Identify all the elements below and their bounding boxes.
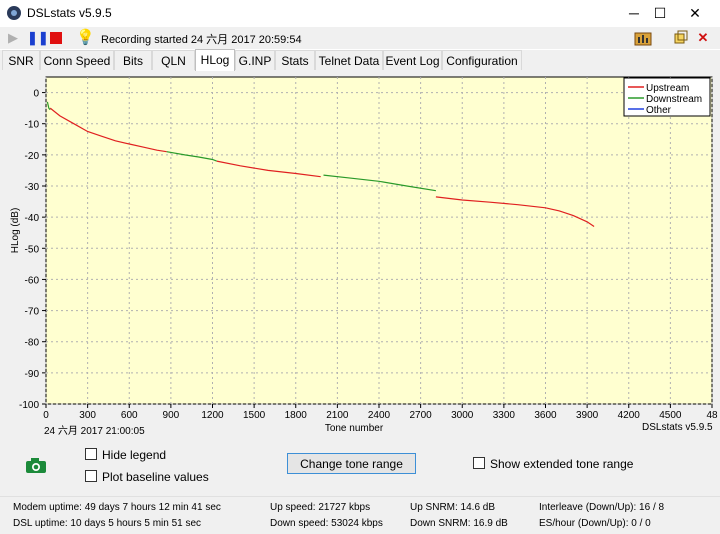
tab-hlog[interactable]: HLog (195, 49, 235, 71)
down-snrm: Down SNRM: 16.9 dB (410, 518, 508, 529)
y-tick-label: -80 (25, 338, 40, 349)
tab-telnet-data[interactable]: Telnet Data (315, 50, 383, 70)
camera-icon[interactable] (25, 457, 47, 477)
hide-legend-label: Hide legend (102, 448, 167, 462)
y-tick-label: -40 (25, 213, 40, 224)
dsl-uptime: DSL uptime: 10 days 5 hours 5 min 51 sec (13, 518, 202, 529)
x-tick-label: 48 (706, 410, 718, 421)
restore-icon[interactable] (673, 30, 689, 46)
interleave: Interleave (Down/Up): 16 / 8 (539, 502, 665, 513)
x-tick-label: 3000 (451, 410, 474, 421)
hide-legend-box[interactable] (85, 448, 97, 460)
y-tick-label: -70 (25, 307, 40, 318)
play-icon[interactable]: ▶ (8, 30, 18, 45)
hlog-chart: 0 -10 -20 -30 -40 -50 -60 -70 -80 -90 -100 0 300 600 9… (0, 71, 720, 441)
tab-ginp[interactable]: G.INP (235, 50, 275, 70)
x-tick-label: 900 (163, 410, 180, 421)
x-axis-label: Tone number (325, 423, 384, 434)
chart-svg: 0 -10 -20 -30 -40 -50 -60 -70 -80 -90 -100 0 300 600 9… (10, 76, 718, 434)
y-tick-label: -30 (25, 182, 40, 193)
pause-icon[interactable]: ❚❚ (27, 30, 49, 45)
help-bulb-icon[interactable]: 💡 (76, 29, 95, 46)
plot-area (45, 76, 713, 405)
series-line-downstream (216, 160, 321, 178)
show-extended-checkbox[interactable]: Show extended tone range (473, 457, 633, 471)
recording-status: Recording started 24 六月 2017 20:59:54 (101, 34, 302, 46)
close-button[interactable]: ✕ (689, 5, 701, 21)
es-hour: ES/hour (Down/Up): 0 / 0 (539, 518, 651, 529)
hlog-panel: 0 -10 -20 -30 -40 -50 -60 -70 -80 -90 -100 0 300 600 9… (0, 71, 720, 496)
tab-qln[interactable]: QLN (152, 50, 195, 70)
series-line-downstream (435, 196, 595, 227)
x-tick-label: 4200 (618, 410, 641, 421)
down-speed: Down speed: 53024 kbps (270, 518, 383, 529)
show-extended-label: Show extended tone range (490, 457, 634, 471)
x-tick-label: 4500 (659, 410, 682, 421)
x-tick-label: 300 (79, 410, 96, 421)
y-tick-label: 0 (33, 89, 39, 100)
charts-icon[interactable] (634, 30, 654, 46)
plot-baseline-box[interactable] (85, 470, 97, 482)
series-line-upstream (46, 101, 51, 111)
series-line-downstream (49, 107, 167, 153)
plot-baseline-label: Plot baseline values (102, 470, 209, 484)
x-tick-label: 1800 (285, 410, 308, 421)
y-tick-label: -90 (25, 369, 40, 380)
tab-conn-speed[interactable]: Conn Speed (40, 50, 114, 70)
y-tick-label: -50 (25, 244, 40, 255)
tab-configuration[interactable]: Configuration (442, 50, 522, 70)
series-line-upstream (166, 151, 217, 162)
plot-baseline-checkbox[interactable]: Plot baseline values (85, 470, 209, 484)
maximize-button[interactable]: ☐ (653, 5, 667, 21)
title-bar: DSLstats v5.9.5 ─ ☐ ✕ (0, 0, 720, 27)
legend-entry: Other (646, 105, 672, 116)
up-snrm: Up SNRM: 14.6 dB (410, 502, 496, 513)
tab-snr[interactable]: SNR (2, 50, 40, 70)
exit-icon[interactable]: ✕ (697, 30, 709, 45)
y-tick-label: -20 (25, 151, 40, 162)
window-title: DSLstats v5.9.5 (27, 6, 112, 20)
chart-timestamp: 24 六月 2017 21:00:05 (44, 426, 145, 437)
hide-legend-checkbox[interactable]: Hide legend (85, 448, 166, 462)
app-icon (7, 6, 21, 20)
tab-event-log[interactable]: Event Log (383, 50, 442, 70)
x-tick-label: 1200 (201, 410, 224, 421)
change-tone-range-button[interactable]: Change tone range (287, 453, 416, 474)
x-tick-label: 2700 (410, 410, 433, 421)
x-tick-label: 2400 (368, 410, 391, 421)
tab-stats[interactable]: Stats (275, 50, 315, 70)
status-bar: Modem uptime: 49 days 7 hours 12 min 41 … (0, 496, 720, 534)
x-tick-label: 600 (121, 410, 138, 421)
legend-entry: Upstream (646, 83, 689, 94)
x-tick-label: 2100 (326, 410, 349, 421)
x-tick-label: 3300 (493, 410, 516, 421)
y-tick-label: -10 (25, 120, 40, 131)
up-speed: Up speed: 21727 kbps (270, 502, 371, 513)
legend-entry: Downstream (646, 94, 702, 105)
tab-strip: SNR Conn Speed Bits QLN HLog G.INP Stats… (0, 49, 720, 71)
modem-uptime: Modem uptime: 49 days 7 hours 12 min 41 … (13, 502, 221, 513)
series-line-upstream (323, 174, 436, 192)
show-extended-box[interactable] (473, 457, 485, 469)
y-axis-label: HLog (dB) (10, 208, 21, 254)
x-tick-label: 3900 (576, 410, 599, 421)
y-tick-label: -100 (19, 400, 39, 411)
toolbar: ▶ ❚❚ 💡 Recording started 24 六月 2017 20:5… (0, 27, 720, 49)
x-tick-label: 1500 (243, 410, 266, 421)
x-tick-label: 0 (43, 410, 49, 421)
x-tick-label: 3600 (534, 410, 557, 421)
y-tick-label: -60 (25, 275, 40, 286)
chart-watermark: DSLstats v5.9.5 (642, 422, 713, 433)
stop-icon[interactable] (48, 30, 64, 46)
tab-bits[interactable]: Bits (114, 50, 152, 70)
minimize-button[interactable]: ─ (629, 5, 639, 21)
